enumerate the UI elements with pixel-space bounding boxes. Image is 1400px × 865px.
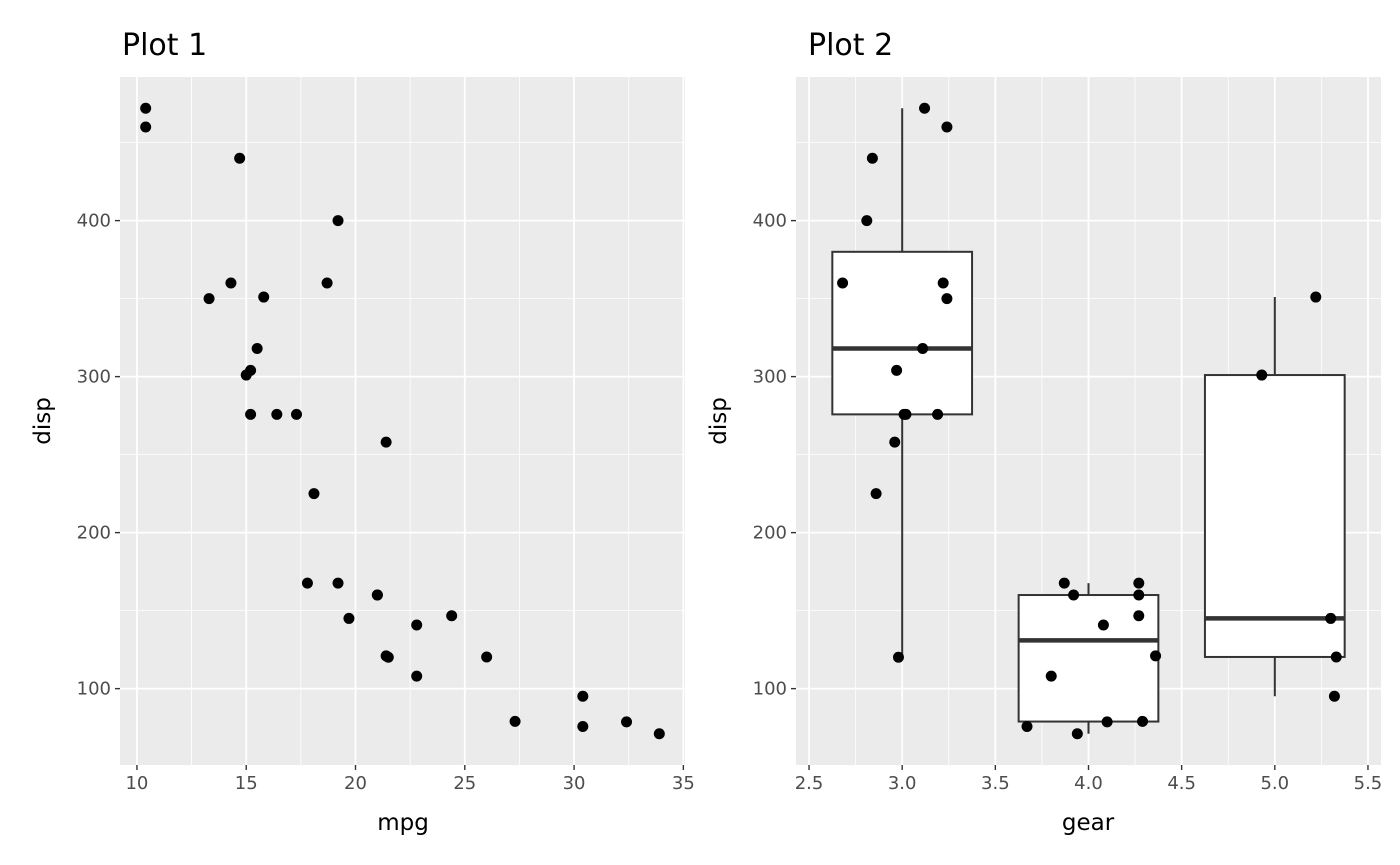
x-tick-label: 30 [563, 773, 586, 794]
data-point [225, 277, 237, 289]
jitter-point [1133, 589, 1145, 601]
x-tick-label: 5.0 [1260, 773, 1289, 794]
data-point [411, 619, 423, 631]
jitter-point [1101, 716, 1113, 728]
jitter-point [837, 277, 849, 289]
jitter-point [1310, 291, 1322, 303]
x-axis-title: mpg [377, 810, 429, 836]
x-tick-label: 10 [125, 773, 148, 794]
y-axis-title: disp [30, 397, 56, 445]
jitter-point [1150, 650, 1162, 662]
jitter-point [861, 215, 873, 227]
data-point [308, 488, 320, 500]
y-tick-label: 300 [753, 367, 787, 388]
data-point [380, 650, 392, 662]
jitter-point [891, 364, 903, 376]
x-tick-label: 3.0 [888, 773, 917, 794]
boxplot-gear-4 [1017, 583, 1160, 734]
box [831, 250, 974, 416]
x-tick-label: 5.5 [1354, 773, 1383, 794]
data-point [446, 610, 458, 622]
jitter-point [1058, 577, 1070, 589]
data-point [332, 215, 344, 227]
x-tick-label: 20 [344, 773, 367, 794]
x-tick-label: 4.0 [1074, 773, 1103, 794]
jitter-point [870, 488, 882, 500]
jitter-point [932, 408, 944, 420]
jitter-point [1097, 619, 1109, 631]
jitter-point [866, 152, 878, 164]
y-tick-label: 100 [77, 679, 111, 700]
jitter-point [1133, 610, 1145, 622]
panel-background [120, 77, 685, 765]
box [1203, 374, 1346, 658]
data-point [271, 408, 283, 420]
data-point [140, 121, 152, 133]
data-point [577, 690, 589, 702]
x-tick-label: 25 [453, 773, 476, 794]
jitter-point [1325, 612, 1337, 624]
jitter-point [1068, 589, 1080, 601]
jitter-point [1071, 728, 1083, 740]
jitter-point [917, 343, 929, 355]
data-point [290, 408, 302, 420]
data-point [411, 670, 423, 682]
x-tick-label: 2.5 [795, 773, 824, 794]
jitter-point [941, 293, 953, 305]
jitter-point [1330, 651, 1342, 663]
data-point [301, 577, 313, 589]
plot-title: Plot 2 [808, 28, 893, 63]
data-point [653, 728, 665, 740]
jitter-point [1256, 369, 1268, 381]
jitter-point [900, 408, 912, 420]
data-point [380, 436, 392, 448]
jitter-point [1021, 721, 1033, 733]
boxplot-gear-3 [831, 108, 974, 658]
jitter-point [1133, 577, 1145, 589]
data-point [481, 651, 493, 663]
data-point [621, 716, 633, 728]
y-tick-label: 400 [753, 211, 787, 232]
x-tick-label: 35 [672, 773, 695, 794]
plot-2: 2.5 3.0 3.5 4.0 4.5 5.0 5.5 100 200 300 400 Plot 2 g… [706, 28, 1382, 836]
x-tick-label: 3.5 [981, 773, 1010, 794]
plot-1: 10 15 20 25 30 35 100 200 300 400 Plot 1 mpg disp [30, 28, 695, 836]
data-point [577, 721, 589, 733]
y-tick-label: 400 [77, 211, 111, 232]
data-point [332, 577, 344, 589]
jitter-point [941, 121, 953, 133]
x-tick-label: 15 [235, 773, 258, 794]
y-tick-label: 100 [753, 679, 787, 700]
data-point [343, 612, 355, 624]
data-point [240, 369, 252, 381]
data-point [245, 408, 257, 420]
jitter-point [919, 102, 931, 114]
data-point [321, 277, 333, 289]
x-axis-title: gear [1062, 810, 1115, 836]
jitter-point [937, 277, 949, 289]
y-tick-label: 200 [753, 523, 787, 544]
data-point [258, 291, 270, 303]
jitter-point [892, 651, 904, 663]
jitter-point [1137, 715, 1149, 727]
data-point [509, 715, 521, 727]
jitter-point [1045, 670, 1057, 682]
jitter-point [889, 436, 901, 448]
data-point [371, 589, 383, 601]
y-tick-label: 200 [77, 523, 111, 544]
data-point [251, 343, 263, 355]
boxplot-gear-5 [1203, 297, 1346, 697]
jitter-point [1328, 690, 1340, 702]
data-point [234, 152, 246, 164]
data-point [140, 102, 152, 114]
y-tick-label: 300 [77, 367, 111, 388]
plot-title: Plot 1 [122, 28, 207, 63]
data-point [203, 293, 215, 305]
x-tick-label: 4.5 [1167, 773, 1196, 794]
y-axis-title: disp [706, 397, 732, 445]
